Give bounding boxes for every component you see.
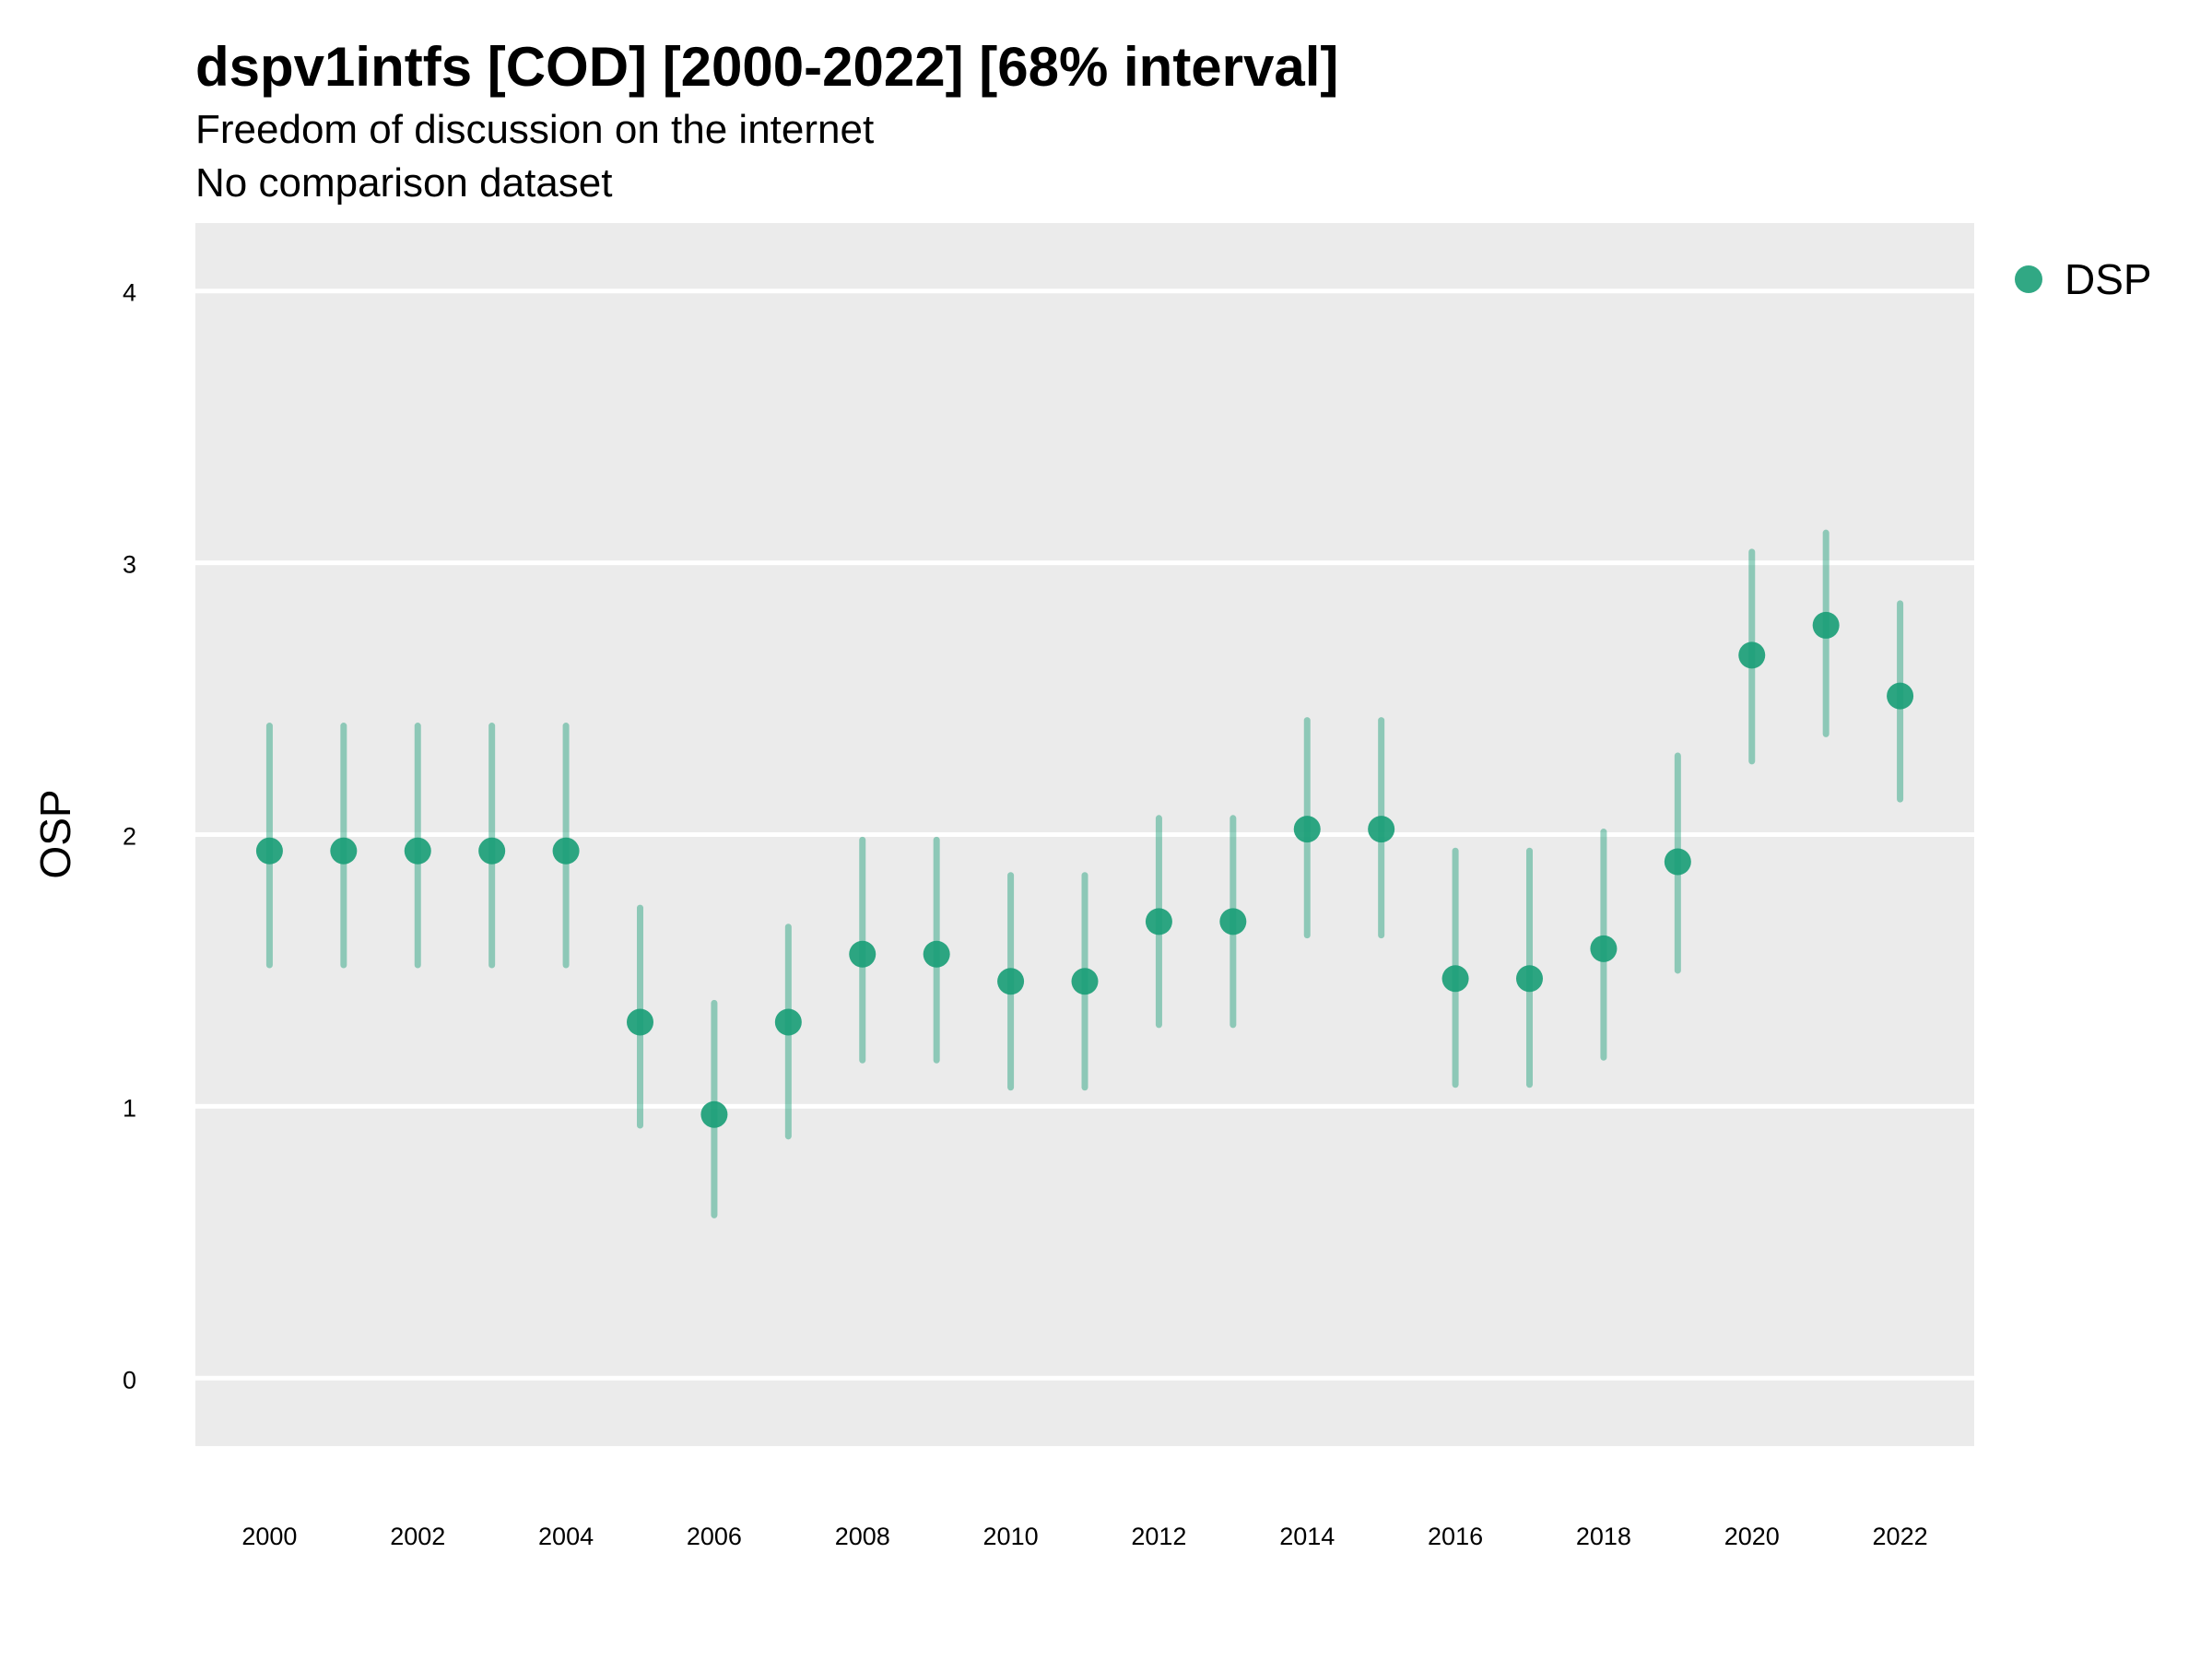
grid-lines bbox=[195, 288, 1974, 1381]
chart-caption: No comparison dataset bbox=[195, 160, 613, 206]
data-point bbox=[1368, 816, 1395, 843]
x-tick-label: 2000 bbox=[241, 1523, 297, 1550]
data-point bbox=[1590, 935, 1618, 962]
x-tick-label: 2002 bbox=[390, 1523, 445, 1550]
data-point bbox=[774, 1008, 802, 1036]
chart-title: dspv1intfs [COD] [2000-2022] [68% interv… bbox=[195, 36, 1339, 98]
y-tick-label: 2 bbox=[123, 823, 136, 851]
data-point bbox=[1516, 965, 1543, 993]
x-tick-labels: 2000 2002 2004 2006 2008 2010 2012 2014 2016 2018… bbox=[241, 1523, 1927, 1550]
data-point bbox=[923, 940, 950, 968]
x-tick-label: 2012 bbox=[1131, 1523, 1186, 1550]
data-point bbox=[1812, 611, 1840, 639]
x-tick-label: 2006 bbox=[687, 1523, 742, 1550]
x-tick-label: 2010 bbox=[983, 1523, 1039, 1550]
data-point bbox=[997, 968, 1025, 995]
data-point bbox=[255, 837, 283, 865]
x-tick-label: 2016 bbox=[1428, 1523, 1483, 1550]
data-point bbox=[1664, 848, 1691, 876]
data-point bbox=[1219, 908, 1247, 935]
data-point bbox=[330, 837, 358, 865]
data-point bbox=[849, 940, 877, 968]
x-tick-label: 2008 bbox=[835, 1523, 890, 1550]
data-point bbox=[552, 837, 580, 865]
legend: DSP bbox=[2015, 254, 2152, 304]
y-tick-label: 3 bbox=[123, 551, 136, 579]
y-tick-labels: 0 1 2 3 4 bbox=[123, 279, 136, 1394]
legend-dsp-label: DSP bbox=[2065, 255, 2152, 303]
y-axis-label: OSP bbox=[31, 789, 79, 878]
legend-dsp-marker bbox=[2015, 265, 2042, 293]
data-point bbox=[1071, 968, 1099, 995]
chart-subtitle: Freedom of discussion on the internet bbox=[195, 107, 875, 152]
data-point bbox=[478, 837, 506, 865]
x-tick-label: 2018 bbox=[1576, 1523, 1631, 1550]
data-point bbox=[404, 837, 431, 865]
x-tick-label: 2022 bbox=[1873, 1523, 1928, 1550]
data-point bbox=[627, 1008, 653, 1036]
data-point bbox=[1738, 641, 1766, 669]
x-tick-label: 2020 bbox=[1724, 1523, 1780, 1550]
data-point bbox=[1887, 682, 1914, 710]
y-tick-label: 0 bbox=[123, 1366, 136, 1394]
x-tick-label: 2004 bbox=[538, 1523, 594, 1550]
data-point bbox=[1145, 908, 1172, 935]
x-tick-label: 2014 bbox=[1279, 1523, 1335, 1550]
data-point bbox=[1441, 965, 1469, 993]
y-tick-label: 4 bbox=[123, 279, 136, 307]
data-point bbox=[700, 1100, 728, 1128]
data-points bbox=[255, 611, 1914, 1128]
y-tick-label: 1 bbox=[123, 1094, 136, 1122]
data-point bbox=[1293, 816, 1321, 843]
